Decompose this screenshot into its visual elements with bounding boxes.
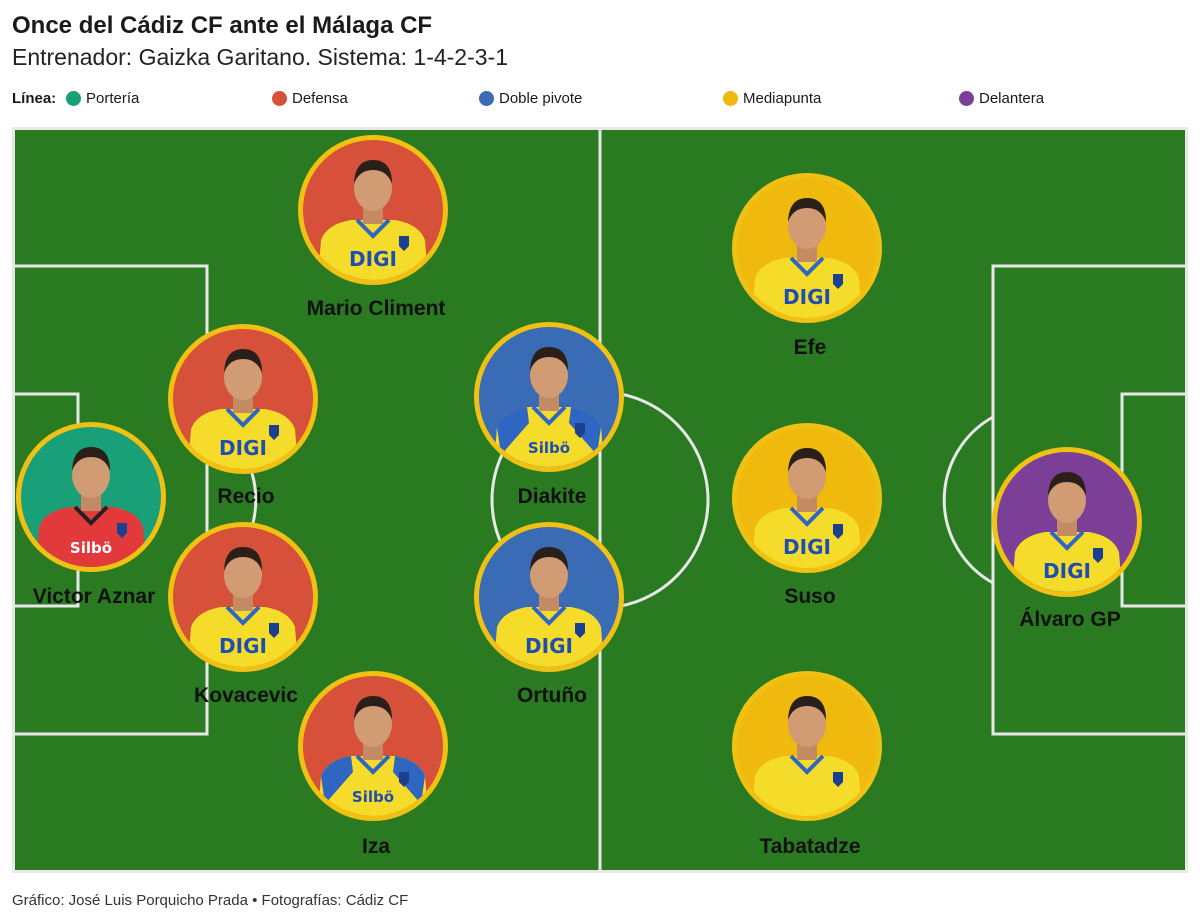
- player-portrait-icon: Silbö: [317, 696, 429, 816]
- right-penalty-box: [991, 264, 1188, 736]
- legend-label: Portería: [86, 90, 140, 107]
- player-photo-diakite: Silbö: [474, 322, 624, 472]
- player-portrait-icon: Silbö: [493, 347, 605, 467]
- player-portrait-icon: DIGI: [751, 198, 863, 318]
- svg-text:Silbö: Silbö: [528, 439, 570, 457]
- legend-label: Defensa: [292, 90, 348, 107]
- player-portrait-icon: DIGI: [751, 448, 863, 568]
- player-portrait-icon: [751, 696, 863, 816]
- right-penalty-arc: [942, 415, 994, 585]
- player-photo-ortuno: DIGI: [474, 522, 624, 672]
- legend-label: Mediapunta: [743, 90, 822, 107]
- player-photo-efe: DIGI: [732, 173, 882, 323]
- legend-label: Doble pivote: [499, 90, 583, 107]
- player-portrait-icon: DIGI: [493, 547, 605, 667]
- svg-text:Silbö: Silbö: [70, 539, 112, 557]
- player-name: Recio: [217, 485, 275, 508]
- legend-dot-defensa-icon: [272, 91, 287, 106]
- player-portrait-icon: DIGI: [1011, 472, 1123, 592]
- svg-text:Silbö: Silbö: [352, 788, 394, 806]
- player-name: Diakite: [517, 485, 587, 508]
- player-photo-kovacevic: DIGI: [168, 522, 318, 672]
- player-photo-victor-aznar: Silbö: [16, 422, 166, 572]
- player-name: Efe: [793, 336, 827, 359]
- svg-text:DIGI: DIGI: [783, 285, 831, 309]
- player-name: Ortuño: [517, 684, 587, 707]
- player-name: Kovacevic: [194, 684, 298, 707]
- player-portrait-icon: Silbö: [35, 447, 147, 567]
- player-portrait-icon: DIGI: [187, 547, 299, 667]
- svg-text:DIGI: DIGI: [1043, 559, 1091, 583]
- legend-item-defensa: Defensa: [272, 90, 348, 107]
- player-photo-mario-climent: DIGI: [298, 135, 448, 285]
- player-portrait-icon: DIGI: [317, 160, 429, 280]
- svg-text:DIGI: DIGI: [525, 634, 573, 658]
- svg-text:DIGI: DIGI: [219, 634, 267, 658]
- legend-label: Delantera: [979, 90, 1045, 107]
- player-photo-alvaro-gp: DIGI: [992, 447, 1142, 597]
- svg-text:DIGI: DIGI: [349, 247, 397, 271]
- player-name: Iza: [361, 835, 390, 858]
- left-penalty-box: [12, 264, 209, 736]
- player-photo-recio: DIGI: [168, 324, 318, 474]
- player-photo-iza: Silbö: [298, 671, 448, 821]
- legend-item-delantera: Delantera: [959, 90, 1044, 107]
- player-name: Álvaro GP: [1019, 608, 1121, 631]
- player-portrait-icon: DIGI: [187, 349, 299, 469]
- player-name: Suso: [784, 585, 836, 608]
- pitch-markings: [12, 127, 1188, 873]
- svg-text:DIGI: DIGI: [219, 436, 267, 460]
- legend-dot-doble-pivote-icon: [479, 91, 494, 106]
- player-photo-tabatadze: [732, 671, 882, 821]
- legend-title: Línea:: [12, 90, 57, 107]
- legend: Línea: Portería Defensa Doble pivote Med…: [12, 90, 1192, 112]
- svg-text:DIGI: DIGI: [783, 535, 831, 559]
- player-name: Tabatadze: [759, 835, 861, 858]
- page-subtitle: Entrenador: Gaizka Garitano. Sistema: 1-…: [12, 44, 509, 70]
- legend-item-porteria: Portería: [66, 90, 139, 107]
- legend-dot-delantera-icon: [959, 91, 974, 106]
- legend-dot-mediapunta-icon: [723, 91, 738, 106]
- legend-item-doble-pivote: Doble pivote: [479, 90, 582, 107]
- page-title: Once del Cádiz CF ante el Málaga CF: [12, 12, 433, 39]
- photo-credit: Gráfico: José Luis Porquicho Prada • Fot…: [12, 892, 409, 909]
- player-name: Mario Climent: [306, 297, 446, 320]
- player-photo-suso: DIGI: [732, 423, 882, 573]
- legend-item-mediapunta: Mediapunta: [723, 90, 821, 107]
- player-name: Victor Aznar: [32, 585, 156, 608]
- football-pitch: [12, 127, 1188, 873]
- legend-dot-porteria-icon: [66, 91, 81, 106]
